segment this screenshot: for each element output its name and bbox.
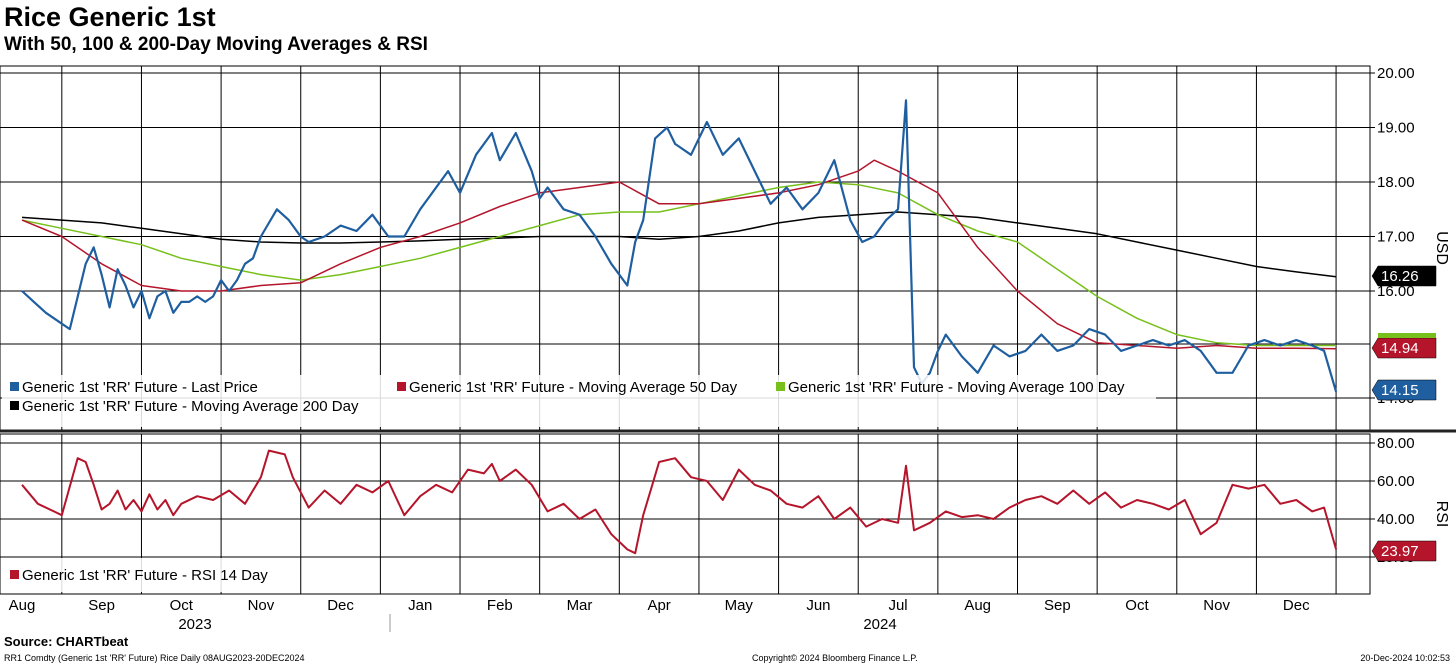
legend-swatch	[397, 382, 406, 391]
ticker-info: RR1 Comdty (Generic 1st 'RR' Future) Ric…	[4, 653, 305, 663]
x-tick-label: Sep	[1044, 597, 1071, 614]
badge-label: 23.97	[1381, 543, 1419, 560]
x-year-label: 2023	[178, 616, 211, 633]
badge-label: 14.94	[1381, 340, 1419, 357]
legend-item-ma200: Generic 1st 'RR' Future - Moving Average…	[10, 398, 359, 415]
x-tick-label: Apr	[647, 597, 670, 614]
x-tick-label: Aug	[964, 597, 991, 614]
series-line-price	[21, 99, 1338, 393]
x-tick-label: Nov	[1203, 597, 1230, 614]
price-tick-label: 16.00	[1377, 283, 1415, 300]
price-axis-label: USD	[1433, 231, 1450, 265]
x-tick-label: Oct	[1125, 597, 1149, 614]
chart-title: Rice Generic 1st	[4, 2, 216, 32]
x-tick-label: Feb	[487, 597, 513, 614]
badge-label: 14.15	[1381, 382, 1419, 399]
legend-label: Generic 1st 'RR' Future - Moving Average…	[22, 398, 359, 415]
timestamp-text: 20-Dec-2024 10:02:53	[1360, 653, 1450, 663]
rsi-tick-label: 80.00	[1377, 435, 1415, 452]
x-tick-label: May	[725, 597, 754, 614]
rsi-axis-label: RSI	[1433, 501, 1450, 528]
price-tick-label: 17.00	[1377, 229, 1415, 246]
badge-bg	[1371, 540, 1437, 562]
x-tick-label: Jun	[806, 597, 830, 614]
legend-label: Generic 1st 'RR' Future - RSI 14 Day	[22, 567, 268, 584]
rsi-tick-label: 40.00	[1377, 511, 1415, 528]
last-value-badge-ma50: 14.94	[1371, 337, 1437, 359]
legend-label: Generic 1st 'RR' Future - Moving Average…	[409, 379, 738, 396]
x-tick-label: Dec	[327, 597, 354, 614]
legend-swatch	[10, 382, 19, 391]
source-label: Source: CHARTbeat	[4, 634, 129, 649]
price-tick-label: 18.00	[1377, 174, 1415, 191]
x-tick-label: Dec	[1283, 597, 1310, 614]
price-tick-label: 19.00	[1377, 120, 1415, 137]
badge-bg	[1371, 337, 1437, 359]
series-line-ma200	[21, 211, 1337, 278]
price-tick-label: 20.00	[1377, 65, 1415, 82]
legend-item-price: Generic 1st 'RR' Future - Last Price	[10, 379, 258, 396]
rsi-panel-frame	[0, 433, 1371, 595]
rsi-legend-box	[2, 558, 294, 592]
legend-item-ma100: Generic 1st 'RR' Future - Moving Average…	[776, 379, 1125, 396]
badge-label: 16.26	[1381, 268, 1419, 285]
rsi-tick-label: 60.00	[1377, 473, 1415, 490]
x-tick-label: Oct	[170, 597, 194, 614]
badge-bg	[1371, 379, 1437, 401]
legend-label: Generic 1st 'RR' Future - Moving Average…	[788, 379, 1125, 396]
price-legend-box	[2, 375, 1156, 427]
last-value-badge-ma200: 16.26	[1371, 265, 1437, 287]
x-tick-label: Jul	[888, 597, 907, 614]
last-value-marker-ma100	[1378, 333, 1436, 338]
x-tick-label: Aug	[9, 597, 36, 614]
x-tick-label: Mar	[567, 597, 593, 614]
legend-swatch	[776, 382, 785, 391]
legend-swatch	[10, 570, 19, 579]
copyright-text: Copyright© 2024 Bloomberg Finance L.P.	[752, 653, 918, 663]
x-tick-label: Jan	[408, 597, 432, 614]
series-line-ma100	[21, 181, 1337, 347]
series-line-ma50	[21, 159, 1337, 350]
chart-subtitle: With 50, 100 & 200-Day Moving Averages &…	[4, 34, 428, 55]
legend-label: Generic 1st 'RR' Future - Last Price	[22, 379, 258, 396]
x-year-label: 2024	[863, 616, 896, 633]
x-tick-label: Sep	[88, 597, 115, 614]
legend-swatch	[10, 401, 19, 410]
last-value-badge-rsi: 23.97	[1371, 540, 1437, 562]
series-line-rsi	[21, 449, 1338, 555]
legend-item-ma50: Generic 1st 'RR' Future - Moving Average…	[397, 379, 738, 396]
legend-item-rsi: Generic 1st 'RR' Future - RSI 14 Day	[10, 567, 268, 584]
badge-bg	[1371, 265, 1437, 287]
x-tick-label: Nov	[248, 597, 275, 614]
last-value-badge-price: 14.15	[1371, 379, 1437, 401]
